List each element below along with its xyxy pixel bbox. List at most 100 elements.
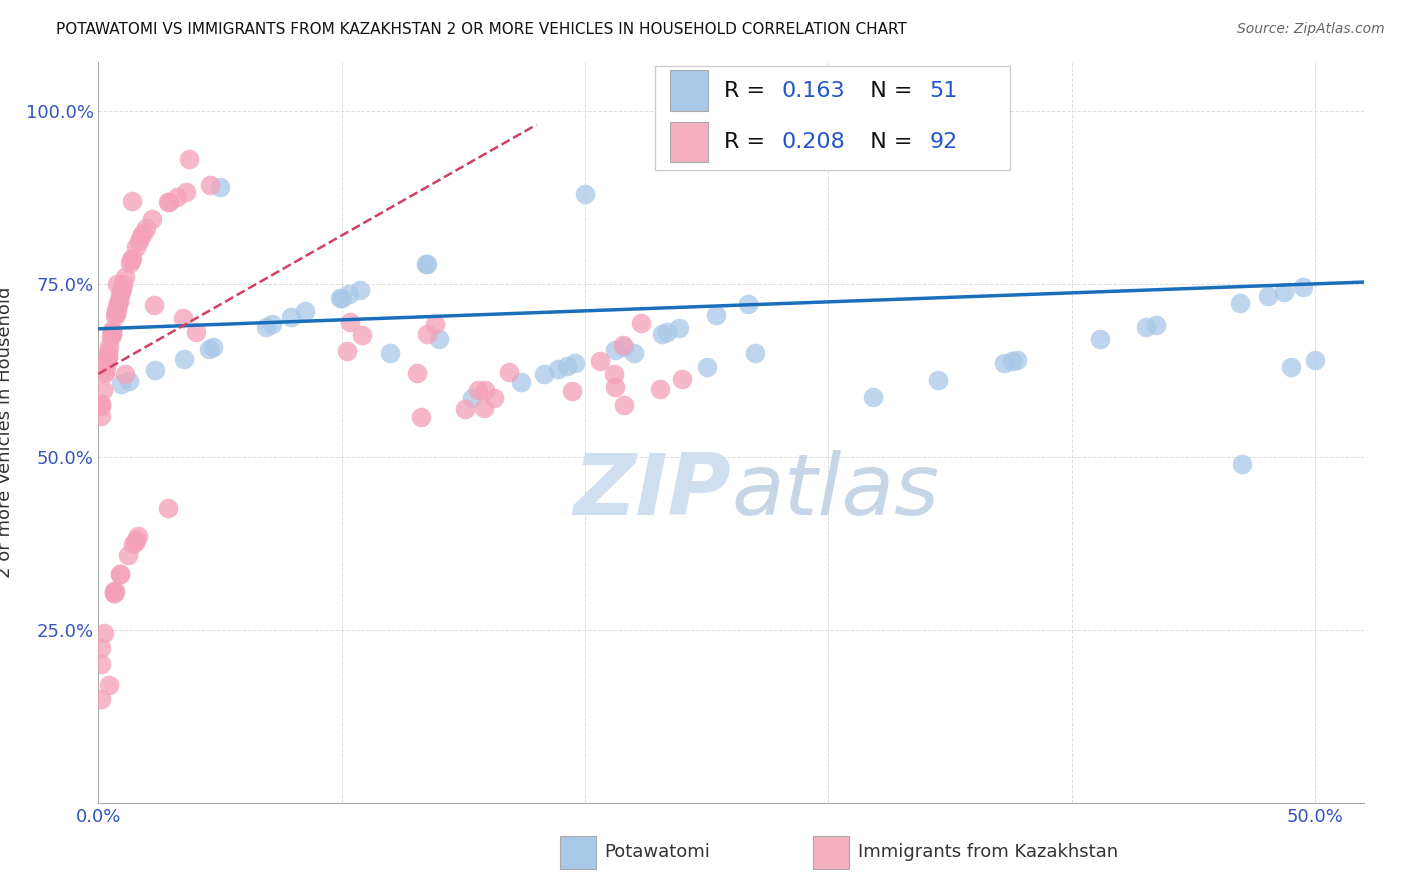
Point: [862, 390, 884, 404]
Point: [117, 548, 139, 562]
Point: [330, 291, 353, 305]
Point: [105, 300, 128, 314]
Point: [127, 529, 149, 543]
Point: [202, 340, 225, 354]
Point: [498, 365, 520, 379]
Point: [96, 350, 118, 364]
Point: [111, 282, 134, 296]
Point: [474, 383, 496, 397]
Point: [630, 316, 652, 330]
Point: [90, 398, 112, 412]
Point: [380, 346, 402, 360]
Point: [121, 251, 143, 265]
Point: [1001, 354, 1024, 368]
Point: [744, 346, 766, 360]
Point: [124, 534, 146, 549]
Text: Immigrants from Kazakhstan: Immigrants from Kazakhstan: [858, 844, 1118, 862]
Point: [157, 195, 180, 210]
Point: [101, 326, 124, 340]
Point: [103, 585, 125, 599]
Point: [105, 305, 128, 319]
Point: [416, 257, 439, 271]
Point: [97, 345, 120, 359]
Point: [467, 383, 489, 397]
Point: [349, 283, 371, 297]
Point: [1088, 332, 1111, 346]
Point: [294, 304, 316, 318]
Point: [128, 234, 150, 248]
Point: [613, 340, 636, 354]
Point: [1007, 353, 1029, 368]
Point: [105, 304, 128, 318]
Point: [131, 227, 153, 241]
Point: [650, 382, 672, 396]
Point: [406, 366, 429, 380]
Text: 92: 92: [929, 132, 957, 153]
Point: [706, 308, 728, 322]
Point: [623, 346, 645, 360]
Y-axis label: 2 or more Vehicles in Household: 2 or more Vehicles in Household: [0, 287, 14, 578]
Point: [94, 359, 117, 374]
Text: Source: ZipAtlas.com: Source: ZipAtlas.com: [1237, 22, 1385, 37]
Point: [110, 285, 132, 299]
Point: [509, 375, 531, 389]
Point: [141, 212, 163, 227]
Point: [143, 363, 166, 377]
Point: [90, 641, 112, 656]
Point: [108, 566, 131, 581]
Point: [1230, 457, 1253, 471]
Text: N =: N =: [856, 132, 920, 153]
Point: [104, 583, 127, 598]
Text: 0.208: 0.208: [782, 132, 845, 153]
Point: [186, 326, 208, 340]
Point: [1229, 296, 1251, 310]
Point: [927, 373, 949, 387]
Point: [94, 363, 117, 377]
Point: [101, 323, 124, 337]
Text: 0.163: 0.163: [782, 80, 845, 101]
Point: [1135, 320, 1157, 334]
Point: [533, 367, 555, 381]
Point: [96, 353, 118, 368]
Point: [574, 186, 596, 201]
Text: POTAWATOMI VS IMMIGRANTS FROM KAZAKHSTAN 2 OR MORE VEHICLES IN HOUSEHOLD CORRELA: POTAWATOMI VS IMMIGRANTS FROM KAZAKHSTAN…: [56, 22, 907, 37]
Point: [1292, 280, 1315, 294]
Point: [142, 297, 165, 311]
Point: [98, 339, 121, 353]
Point: [737, 297, 759, 311]
Point: [90, 657, 112, 672]
Point: [589, 353, 612, 368]
Point: [157, 194, 180, 209]
Point: [260, 318, 283, 332]
Text: R =: R =: [724, 80, 772, 101]
Point: [651, 326, 673, 341]
Point: [103, 586, 125, 600]
FancyBboxPatch shape: [655, 66, 1010, 169]
Point: [98, 678, 121, 692]
Point: [409, 409, 432, 424]
Point: [1144, 318, 1167, 332]
Point: [603, 379, 626, 393]
Point: [112, 277, 135, 291]
Point: [564, 356, 586, 370]
Point: [104, 306, 127, 320]
Point: [173, 351, 195, 366]
Point: [124, 533, 146, 547]
Text: 51: 51: [929, 80, 957, 101]
Point: [121, 194, 143, 208]
Point: [122, 537, 145, 551]
Point: [100, 326, 122, 341]
Point: [993, 356, 1015, 370]
Point: [91, 383, 114, 397]
Point: [454, 401, 477, 416]
Point: [129, 229, 152, 244]
Point: [555, 359, 578, 374]
Point: [1272, 285, 1295, 299]
Point: [156, 500, 179, 515]
Text: N =: N =: [856, 80, 920, 101]
Point: [198, 342, 221, 356]
Point: [482, 391, 505, 405]
Point: [416, 327, 439, 342]
Point: [90, 409, 112, 424]
Point: [105, 301, 128, 316]
